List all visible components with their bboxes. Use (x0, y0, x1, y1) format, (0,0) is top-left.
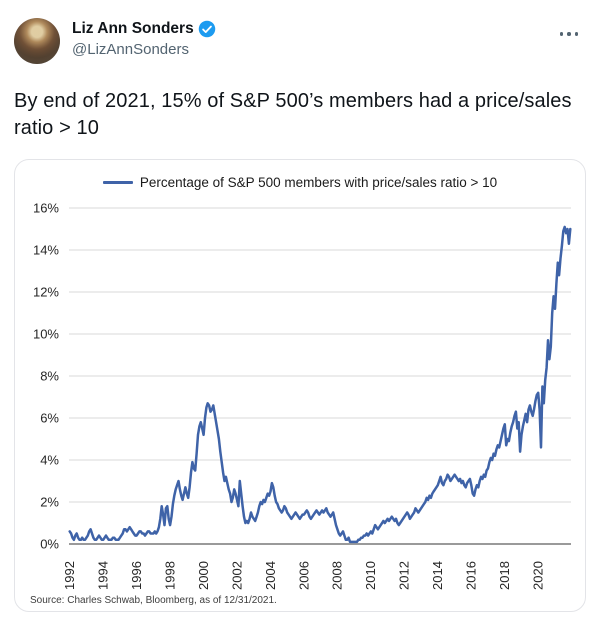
dot-icon (574, 32, 578, 36)
svg-text:2004: 2004 (263, 561, 278, 590)
svg-text:1994: 1994 (96, 561, 111, 590)
verified-badge-icon (198, 20, 215, 38)
dot-icon (567, 32, 571, 36)
svg-text:1996: 1996 (129, 561, 144, 590)
svg-text:2002: 2002 (229, 561, 244, 590)
author-block: Liz Ann Sonders @LizAnnSonders (72, 18, 216, 58)
svg-text:4%: 4% (40, 453, 59, 468)
svg-text:2008: 2008 (330, 561, 345, 590)
chart-source-note: Source: Charles Schwab, Bloomberg, as of… (30, 595, 277, 606)
legend-label: Percentage of S&P 500 members with price… (139, 175, 498, 190)
svg-text:8%: 8% (40, 369, 59, 384)
dot-icon (559, 32, 563, 36)
svg-text:0%: 0% (40, 537, 59, 552)
svg-text:1992: 1992 (62, 561, 77, 590)
svg-text:2010: 2010 (363, 561, 378, 590)
svg-text:16%: 16% (33, 201, 59, 216)
svg-text:1998: 1998 (162, 561, 177, 590)
svg-text:10%: 10% (33, 327, 59, 342)
more-options-button[interactable] (556, 28, 583, 40)
svg-text:6%: 6% (40, 411, 59, 426)
chart-card[interactable]: Percentage of S&P 500 members with price… (14, 159, 586, 612)
svg-text:14%: 14% (33, 243, 59, 258)
svg-text:2012: 2012 (397, 561, 412, 590)
chart-legend: Percentage of S&P 500 members with price… (15, 160, 585, 192)
legend-line-swatch (102, 180, 133, 185)
author-handle[interactable]: @LizAnnSonders (72, 41, 189, 58)
svg-text:2016: 2016 (464, 561, 479, 590)
svg-text:2000: 2000 (196, 561, 211, 590)
svg-text:2006: 2006 (296, 561, 311, 590)
svg-text:2%: 2% (40, 495, 59, 510)
tweet-text: By end of 2021, 15% of S&P 500’s members… (14, 90, 572, 139)
svg-text:2018: 2018 (497, 561, 512, 590)
svg-text:2014: 2014 (430, 561, 445, 590)
svg-text:2020: 2020 (531, 561, 546, 590)
line-chart: 0% 2% 4% 6% 8% 10% 12% 14% 16% 1992 1994 1996 1998 20… (33, 201, 572, 590)
avatar[interactable] (14, 18, 60, 64)
author-name[interactable]: Liz Ann Sonders (72, 20, 194, 37)
tweet-header: Liz Ann Sonders @LizAnnSonders (14, 18, 586, 64)
svg-text:12%: 12% (33, 285, 59, 300)
